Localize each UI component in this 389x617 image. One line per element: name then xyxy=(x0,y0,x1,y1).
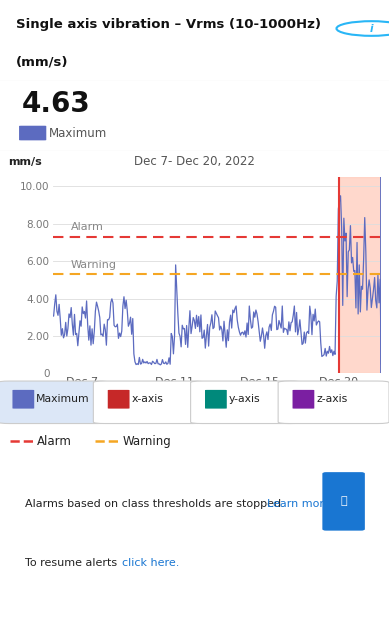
Text: Warning: Warning xyxy=(70,260,117,270)
Text: click here.: click here. xyxy=(123,558,180,568)
Text: y-axis: y-axis xyxy=(229,394,260,404)
Text: z-axis: z-axis xyxy=(316,394,347,404)
FancyBboxPatch shape xyxy=(2,460,387,613)
Text: Warning: Warning xyxy=(123,434,171,448)
FancyBboxPatch shape xyxy=(293,390,314,408)
Text: mm/s: mm/s xyxy=(8,157,42,167)
Text: Alarm: Alarm xyxy=(37,434,72,448)
Text: i: i xyxy=(370,23,373,33)
Text: ⧉: ⧉ xyxy=(340,497,347,507)
Text: Alarm: Alarm xyxy=(70,222,103,232)
FancyBboxPatch shape xyxy=(93,381,204,423)
FancyBboxPatch shape xyxy=(191,381,301,423)
Text: x-axis: x-axis xyxy=(131,394,163,404)
Text: (mm/s): (mm/s) xyxy=(16,56,68,68)
FancyBboxPatch shape xyxy=(19,126,46,140)
Text: Alarms based on class thresholds are stopped.: Alarms based on class thresholds are sto… xyxy=(25,499,284,509)
Text: Dec 7- Dec 20, 2022: Dec 7- Dec 20, 2022 xyxy=(134,155,255,168)
Text: Learn more: Learn more xyxy=(266,499,330,509)
Bar xyxy=(339,177,381,373)
FancyBboxPatch shape xyxy=(205,390,227,408)
Text: Single axis vibration – Vrms (10-1000Hz): Single axis vibration – Vrms (10-1000Hz) xyxy=(16,18,321,31)
FancyBboxPatch shape xyxy=(278,381,389,423)
FancyBboxPatch shape xyxy=(108,390,130,408)
FancyBboxPatch shape xyxy=(0,381,109,423)
FancyBboxPatch shape xyxy=(322,472,365,531)
Text: Maximum: Maximum xyxy=(49,126,107,139)
Text: 4.63: 4.63 xyxy=(21,90,90,118)
FancyBboxPatch shape xyxy=(12,390,34,408)
Text: Maximum: Maximum xyxy=(36,394,90,404)
Text: To resume alerts: To resume alerts xyxy=(25,558,120,568)
